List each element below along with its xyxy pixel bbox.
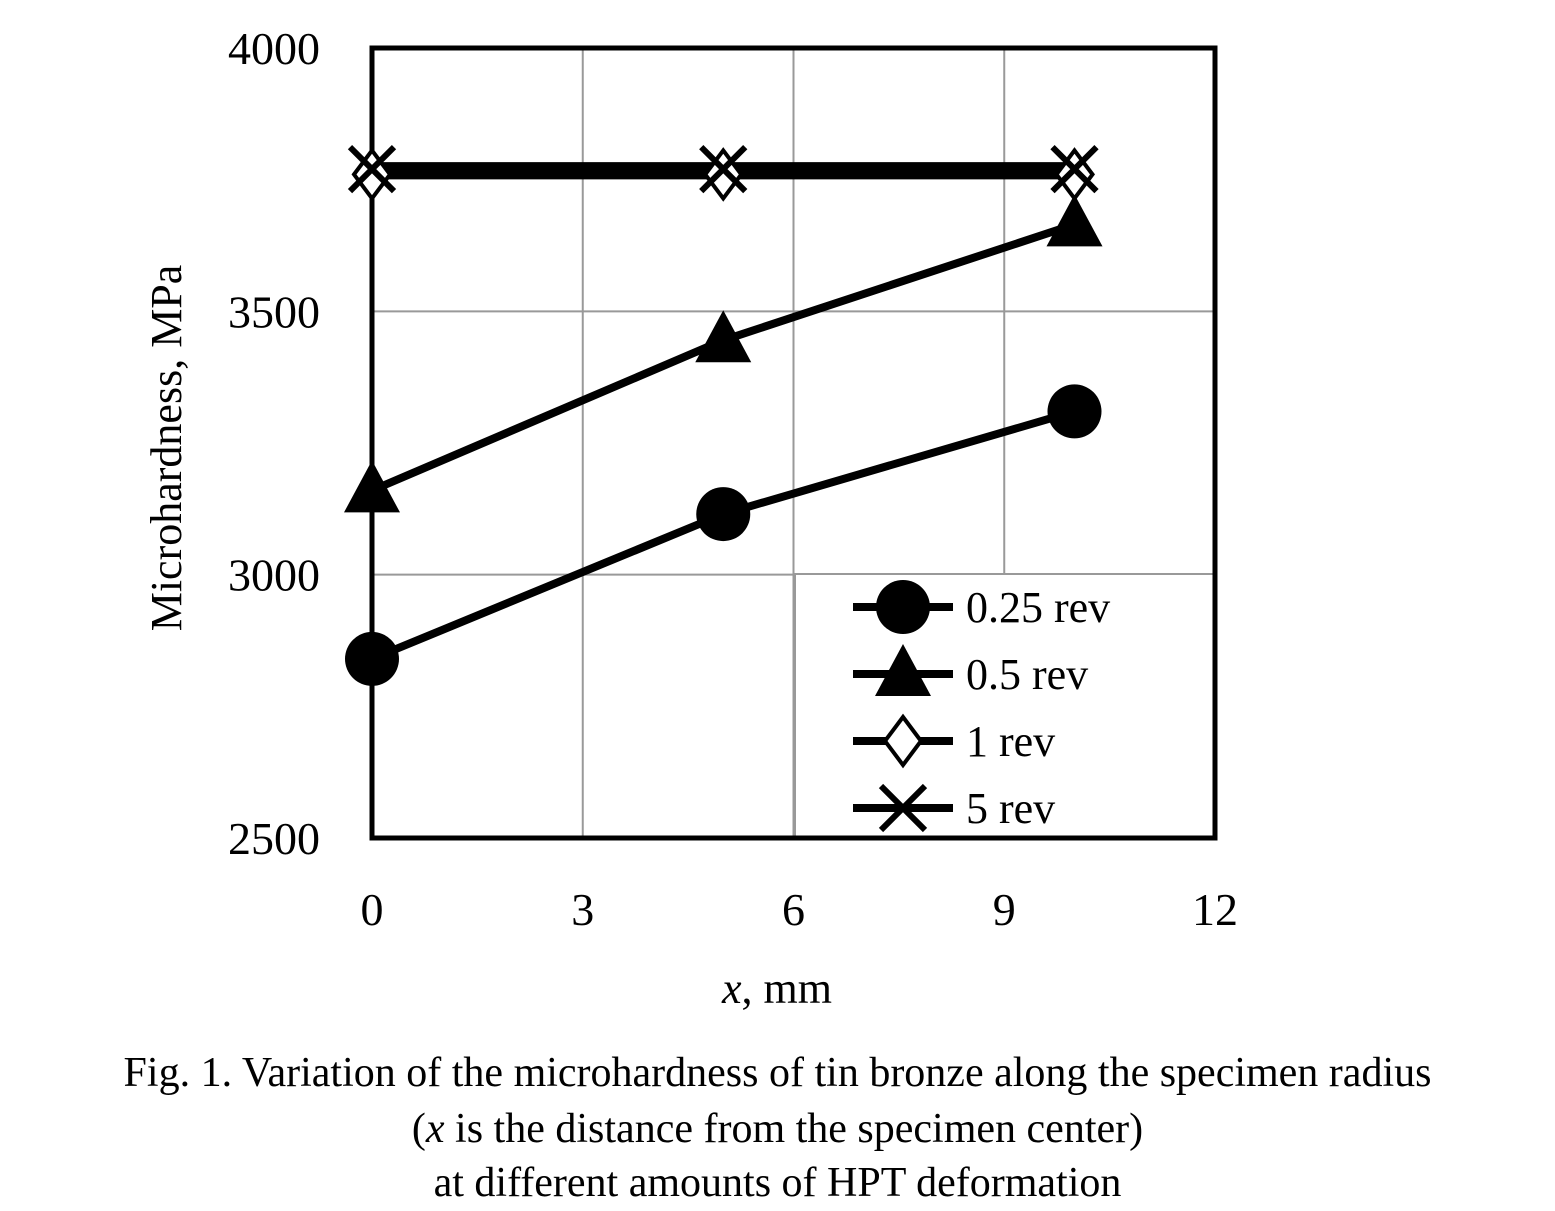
data-point-0-5-rev [344,460,400,513]
data-point-5-rev [699,145,748,194]
x-axis-unit: , mm [742,964,832,1013]
tick-labels: 2500 3000 3500 4000 0 3 6 9 12 [228,23,1238,935]
y-tick-label: 4000 [228,23,320,74]
legend-label: 0.5 rev [966,650,1088,699]
y-axis-label: Microhardness, MPa [142,265,191,632]
data-point-0-25-rev [345,631,399,686]
data-point-0-25-rev [1047,384,1102,439]
data-point-0-5-rev [1046,194,1103,247]
y-tick-label: 3500 [228,286,320,337]
y-tick-label: 3000 [228,550,320,601]
data-point-5-rev-stroke [699,145,748,194]
caption-variable: x [425,1106,445,1152]
x-axis-variable: x [721,964,742,1013]
legend-item-5-rev: 5 rev [853,783,1055,833]
legend-label: 1 rev [966,717,1055,766]
legend-label: 5 rev [966,784,1055,833]
legend-item-1-rev: 1 rev [853,713,1055,769]
x-tick-label: 3 [571,884,594,935]
legend: 0.25 rev 0.5 rev 1 rev 5 rev [853,580,1110,833]
legend-label: 0.25 rev [966,583,1110,632]
legend-marker [882,713,924,769]
data-point-5-rev-stroke [347,145,397,194]
legend-marker [878,783,928,833]
data-point-0-5-rev [695,310,752,363]
legend-item-0-5-rev: 0.5 rev [853,644,1088,699]
plot-frame [369,45,1218,841]
legend-marker-stroke [878,783,928,833]
legend-marker [875,644,931,696]
data-point-0-25-rev [696,487,751,542]
x-tick-label: 12 [1192,884,1238,935]
x-tick-label: 0 [361,884,384,935]
x-tick-label: 9 [993,884,1016,935]
figure-caption-line-3: at different amounts of HPT deformation [433,1160,1122,1206]
data-point-5-rev-stroke [1050,145,1099,194]
legend-item-0-25-rev: 0.25 rev [853,580,1110,634]
caption-line-2-text: is the distance from the specimen center… [444,1106,1144,1152]
figure-caption-line-1: Fig. 1. Variation of the microhardness o… [123,1050,1432,1096]
legend-marker [876,580,930,634]
y-tick-label: 2500 [228,813,320,864]
data-point-5-rev [1050,145,1099,194]
legend-box [794,573,1216,839]
x-axis-label: x, mm [721,964,832,1013]
caption-open-paren: ( [411,1106,426,1152]
figure-caption-line-2: (x is the distance from the specimen cen… [0,1101,1555,1157]
x-tick-label: 6 [782,884,805,935]
data-point-5-rev [347,145,397,194]
series-layer [344,145,1103,686]
chart: 2500 3000 3500 4000 0 3 6 9 12 0.25 rev 0.5 rev 1 … [142,23,1238,1013]
